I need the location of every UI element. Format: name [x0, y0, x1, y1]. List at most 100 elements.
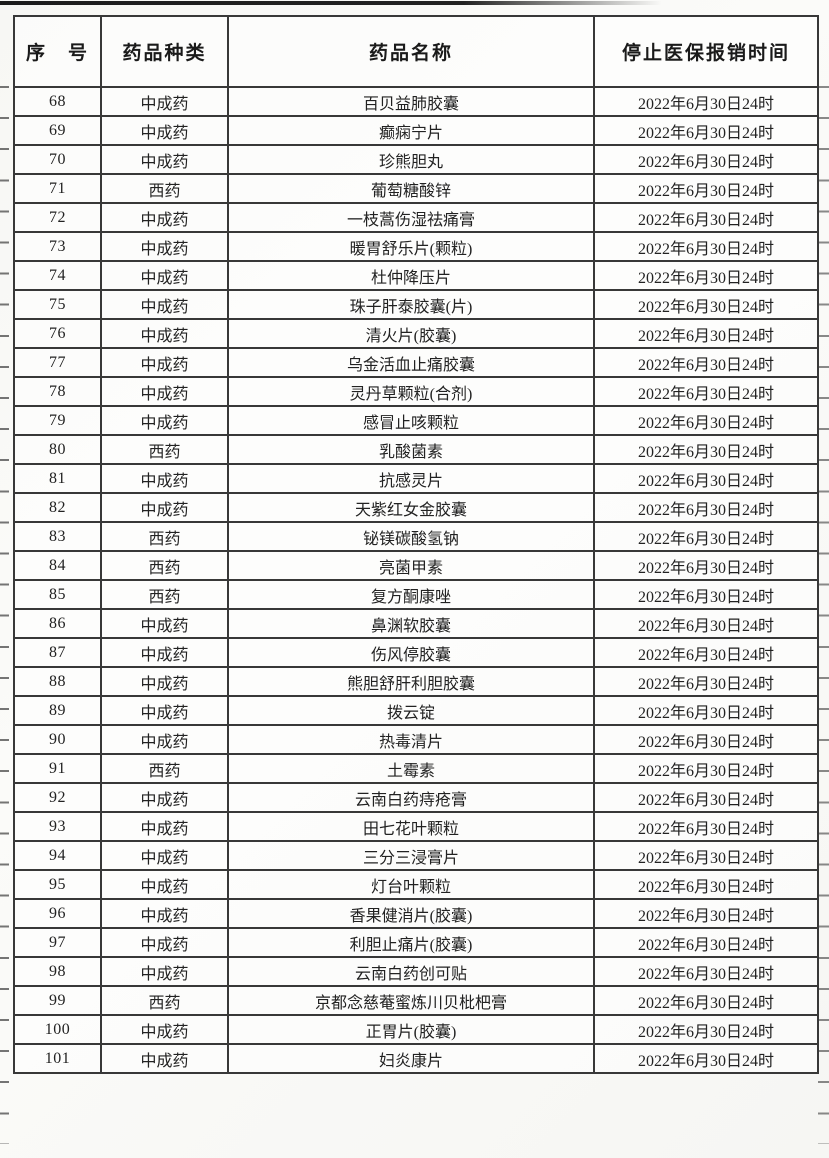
- cell-no: 85: [13, 579, 102, 610]
- cell-stop-time: 2022年6月30日24时: [593, 985, 819, 1016]
- cell-no: 82: [13, 492, 102, 523]
- cell-name: 癫痫宁片: [227, 115, 595, 146]
- table-row: 83 西药 铋镁碳酸氢钠 2022年6月30日24时: [13, 521, 819, 552]
- cell-stop-time: 2022年6月30日24时: [593, 695, 819, 726]
- cell-category: 中成药: [100, 695, 229, 726]
- cell-stop-time: 2022年6月30日24时: [593, 956, 819, 987]
- cell-no: 92: [13, 782, 102, 813]
- cell-stop-time: 2022年6月30日24时: [593, 637, 819, 668]
- cell-name: 云南白药创可贴: [227, 956, 595, 987]
- cell-category: 中成药: [100, 811, 229, 842]
- cell-category: 中成药: [100, 289, 229, 320]
- cell-name: 京都念慈菴蜜炼川贝枇杷膏: [227, 985, 595, 1016]
- table-header-row: 序 号 药品种类 药品名称 停止医保报销时间: [13, 15, 819, 88]
- cell-stop-time: 2022年6月30日24时: [593, 753, 819, 784]
- cell-name: 抗感灵片: [227, 463, 595, 494]
- table-row: 85 西药 复方酮康唑 2022年6月30日24时: [13, 579, 819, 610]
- cell-no: 89: [13, 695, 102, 726]
- cell-no: 77: [13, 347, 102, 378]
- drug-table: 序 号 药品种类 药品名称 停止医保报销时间 68 中成药 百贝益肺胶囊 202…: [13, 15, 819, 1074]
- table-row: 80 西药 乳酸菌素 2022年6月30日24时: [13, 434, 819, 465]
- cell-no: 71: [13, 173, 102, 204]
- cell-no: 79: [13, 405, 102, 436]
- cell-category: 中成药: [100, 492, 229, 523]
- cell-stop-time: 2022年6月30日24时: [593, 1014, 819, 1045]
- cell-category: 中成药: [100, 376, 229, 407]
- cell-stop-time: 2022年6月30日24时: [593, 579, 819, 610]
- cell-name: 鼻渊软胶囊: [227, 608, 595, 639]
- header-cell-stop-time: 停止医保报销时间: [593, 15, 819, 88]
- cell-stop-time: 2022年6月30日24时: [593, 463, 819, 494]
- cell-category: 中成药: [100, 144, 229, 175]
- table-row: 78 中成药 灵丹草颗粒(合剂) 2022年6月30日24时: [13, 376, 819, 407]
- cell-name: 珍熊胆丸: [227, 144, 595, 175]
- cell-stop-time: 2022年6月30日24时: [593, 376, 819, 407]
- header-cell-category: 药品种类: [100, 15, 229, 88]
- cell-category: 中成药: [100, 463, 229, 494]
- cell-name: 一枝蒿伤湿祛痛膏: [227, 202, 595, 233]
- cell-category: 中成药: [100, 898, 229, 929]
- cell-name: 云南白药痔疮膏: [227, 782, 595, 813]
- cell-name: 三分三浸膏片: [227, 840, 595, 871]
- cell-category: 中成药: [100, 260, 229, 291]
- cell-category: 中成药: [100, 608, 229, 639]
- cell-name: 灯台叶颗粒: [227, 869, 595, 900]
- cell-stop-time: 2022年6月30日24时: [593, 666, 819, 697]
- table-row: 77 中成药 乌金活血止痛胶囊 2022年6月30日24时: [13, 347, 819, 378]
- cell-name: 田七花叶颗粒: [227, 811, 595, 842]
- cell-stop-time: 2022年6月30日24时: [593, 318, 819, 349]
- cell-no: 69: [13, 115, 102, 146]
- cell-stop-time: 2022年6月30日24时: [593, 434, 819, 465]
- cell-category: 中成药: [100, 202, 229, 233]
- table-row: 90 中成药 热毒清片 2022年6月30日24时: [13, 724, 819, 755]
- scan-bleed-marks-left: [0, 86, 9, 1144]
- cell-stop-time: 2022年6月30日24时: [593, 115, 819, 146]
- table-row: 91 西药 土霉素 2022年6月30日24时: [13, 753, 819, 784]
- table-row: 93 中成药 田七花叶颗粒 2022年6月30日24时: [13, 811, 819, 842]
- cell-stop-time: 2022年6月30日24时: [593, 173, 819, 204]
- table-row: 84 西药 亮菌甲素 2022年6月30日24时: [13, 550, 819, 581]
- cell-no: 99: [13, 985, 102, 1016]
- table-row: 75 中成药 珠子肝泰胶囊(片) 2022年6月30日24时: [13, 289, 819, 320]
- cell-no: 93: [13, 811, 102, 842]
- table-row: 81 中成药 抗感灵片 2022年6月30日24时: [13, 463, 819, 494]
- cell-name: 铋镁碳酸氢钠: [227, 521, 595, 552]
- cell-name: 拨云锭: [227, 695, 595, 726]
- table-row: 94 中成药 三分三浸膏片 2022年6月30日24时: [13, 840, 819, 871]
- cell-no: 70: [13, 144, 102, 175]
- cell-stop-time: 2022年6月30日24时: [593, 202, 819, 233]
- cell-no: 80: [13, 434, 102, 465]
- cell-name: 乳酸菌素: [227, 434, 595, 465]
- cell-stop-time: 2022年6月30日24时: [593, 898, 819, 929]
- cell-name: 珠子肝泰胶囊(片): [227, 289, 595, 320]
- cell-category: 西药: [100, 753, 229, 784]
- cell-no: 95: [13, 869, 102, 900]
- cell-no: 72: [13, 202, 102, 233]
- cell-category: 中成药: [100, 637, 229, 668]
- table-row: 89 中成药 拨云锭 2022年6月30日24时: [13, 695, 819, 726]
- cell-category: 西药: [100, 550, 229, 581]
- table-row: 101 中成药 妇炎康片 2022年6月30日24时: [13, 1043, 819, 1074]
- cell-stop-time: 2022年6月30日24时: [593, 1043, 819, 1074]
- cell-no: 88: [13, 666, 102, 697]
- cell-stop-time: 2022年6月30日24时: [593, 550, 819, 581]
- cell-category: 中成药: [100, 782, 229, 813]
- cell-name: 亮菌甲素: [227, 550, 595, 581]
- cell-no: 68: [13, 86, 102, 117]
- cell-no: 91: [13, 753, 102, 784]
- table-row: 79 中成药 感冒止咳颗粒 2022年6月30日24时: [13, 405, 819, 436]
- cell-category: 中成药: [100, 724, 229, 755]
- cell-stop-time: 2022年6月30日24时: [593, 260, 819, 291]
- table-row: 82 中成药 天紫红女金胶囊 2022年6月30日24时: [13, 492, 819, 523]
- cell-category: 西药: [100, 579, 229, 610]
- cell-category: 中成药: [100, 405, 229, 436]
- cell-no: 94: [13, 840, 102, 871]
- cell-no: 96: [13, 898, 102, 929]
- cell-category: 中成药: [100, 231, 229, 262]
- cell-stop-time: 2022年6月30日24时: [593, 608, 819, 639]
- cell-no: 86: [13, 608, 102, 639]
- cell-stop-time: 2022年6月30日24时: [593, 492, 819, 523]
- cell-category: 西药: [100, 985, 229, 1016]
- cell-name: 葡萄糖酸锌: [227, 173, 595, 204]
- cell-no: 83: [13, 521, 102, 552]
